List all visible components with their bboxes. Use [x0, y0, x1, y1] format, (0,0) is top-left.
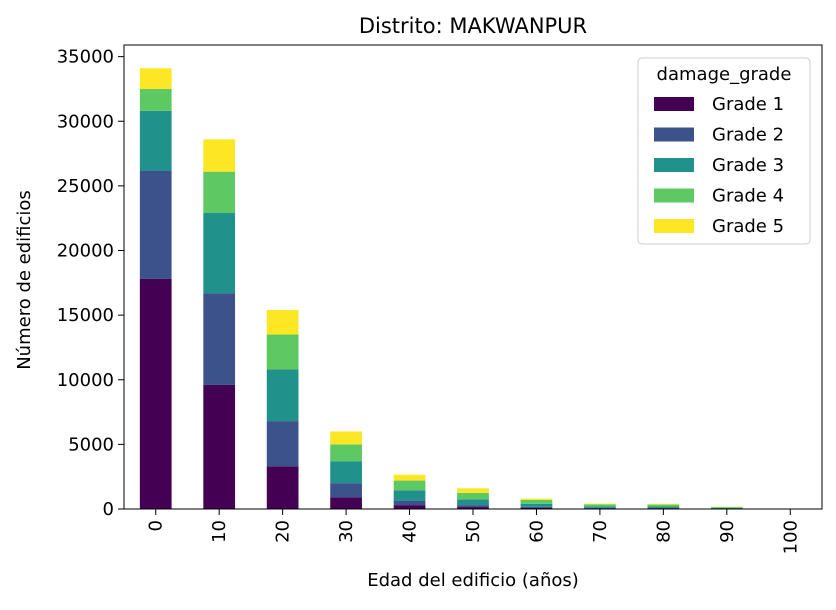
bar-segment-60-grade-4 [521, 500, 553, 504]
x-tick-label: 10 [209, 520, 230, 543]
bar-segment-0-grade-3 [140, 111, 172, 170]
legend-swatch [654, 158, 694, 172]
bar-segment-40-grade-2 [394, 501, 426, 506]
bar-segment-30-grade-3 [330, 461, 362, 483]
bar-segment-90-grade-3 [711, 508, 743, 509]
bar-segment-50-grade-2 [457, 505, 489, 507]
bar-segment-70-grade-4 [584, 504, 616, 506]
bar-segment-40-grade-4 [394, 481, 426, 491]
bar-segment-60-grade-2 [521, 507, 553, 508]
bar-segment-10-grade-2 [203, 293, 235, 385]
x-tick-label: 40 [400, 520, 421, 543]
x-tick-label: 60 [526, 520, 547, 543]
legend-swatch [654, 128, 694, 142]
bar-segment-10-grade-3 [203, 213, 235, 293]
y-tick-label: 15000 [57, 305, 114, 326]
bar-segment-40-grade-1 [394, 505, 426, 509]
legend-label: Grade 2 [712, 125, 784, 146]
bar-segment-20-grade-4 [267, 335, 299, 370]
legend-label: Grade 1 [712, 94, 784, 115]
bar-segment-20-grade-1 [267, 466, 299, 509]
x-tick-label: 30 [336, 520, 357, 543]
y-tick-label: 5000 [68, 434, 114, 455]
x-axis-label: Edad del edificio (años) [367, 570, 579, 591]
x-tick-label: 80 [653, 520, 674, 543]
y-tick-label: 20000 [57, 241, 114, 262]
bar-segment-30-grade-2 [330, 483, 362, 497]
bar-segment-20-grade-2 [267, 421, 299, 466]
bar-segment-50-grade-3 [457, 499, 489, 505]
bar-segment-30-grade-5 [330, 431, 362, 444]
bar-segment-40-grade-3 [394, 490, 426, 500]
bar-segment-50-grade-5 [457, 488, 489, 493]
x-tick-label: 100 [780, 520, 801, 554]
bar-segment-50-grade-4 [457, 493, 489, 499]
y-tick-label: 10000 [57, 370, 114, 391]
legend-title: damage_grade [657, 64, 792, 85]
bar-segment-70-grade-2 [584, 508, 616, 509]
bar-segment-80-grade-5 [648, 504, 680, 505]
x-tick-label: 20 [273, 520, 294, 543]
bar-segment-80-grade-2 [648, 508, 680, 509]
bar-segment-30-grade-1 [330, 497, 362, 509]
bar-segment-70-grade-5 [584, 504, 616, 505]
bar-segment-40-grade-5 [394, 475, 426, 481]
legend-label: Grade 3 [712, 155, 784, 176]
bar-segment-10-grade-1 [203, 385, 235, 509]
legend-swatch [654, 97, 694, 111]
bar-segment-20-grade-3 [267, 369, 299, 421]
bar-segment-30-grade-4 [330, 444, 362, 461]
x-tick-label: 0 [146, 520, 167, 531]
x-tick-label: 50 [463, 520, 484, 543]
bar-segment-0-grade-4 [140, 89, 172, 111]
y-tick-label: 25000 [57, 176, 114, 197]
y-axis-label: Número de edificios [14, 190, 35, 370]
bar-segment-60-grade-3 [521, 504, 553, 507]
legend: damage_grade Grade 1 Grade 2 Grade 3 Grade 4… [638, 58, 810, 244]
legend-swatch [654, 219, 694, 233]
x-tick-label: 90 [717, 520, 738, 543]
legend-label: Grade 5 [712, 216, 784, 237]
bar-segment-10-grade-5 [203, 139, 235, 171]
chart-title: Distrito: MAKWANPUR [359, 14, 587, 38]
bar-segment-0-grade-1 [140, 279, 172, 509]
bar-segment-0-grade-2 [140, 170, 172, 279]
bar-segment-70-grade-3 [584, 506, 616, 508]
y-tick-label: 35000 [57, 47, 114, 68]
x-tick-label: 70 [590, 520, 611, 543]
bar-segment-80-grade-3 [648, 507, 680, 508]
y-tick-label: 0 [103, 499, 114, 520]
legend-label: Grade 4 [712, 186, 784, 207]
bar-segment-60-grade-5 [521, 499, 553, 500]
bar-segment-10-grade-4 [203, 172, 235, 213]
bar-segment-0-grade-5 [140, 68, 172, 89]
bar-segment-90-grade-4 [711, 507, 743, 508]
legend-swatch [654, 189, 694, 203]
bar-segment-80-grade-4 [648, 505, 680, 507]
bar-segment-20-grade-5 [267, 310, 299, 335]
y-tick-label: 30000 [57, 111, 114, 132]
